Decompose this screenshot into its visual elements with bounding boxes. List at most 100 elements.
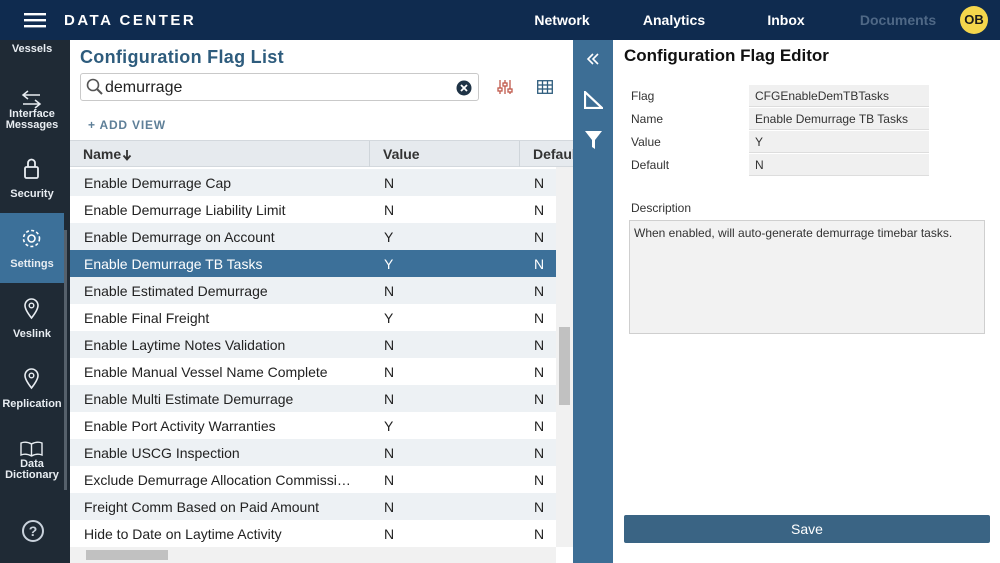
default-cell: N <box>534 418 545 434</box>
collapse-icon[interactable] <box>586 53 600 65</box>
value-cell: N <box>384 391 395 407</box>
horizontal-scrollbar[interactable] <box>70 547 556 563</box>
default-cell: N <box>534 229 545 245</box>
ruler-icon[interactable] <box>584 91 603 109</box>
value-cell: Y <box>384 256 394 272</box>
field-value: CFGEnableDemTBTasks <box>749 85 929 107</box>
name-cell: Enable Demurrage Liability Limit <box>84 202 286 218</box>
value-cell: N <box>384 175 395 191</box>
table-row[interactable]: Enable Estimated Demurrage N N <box>70 277 556 304</box>
table-row[interactable]: Exclude Demurrage Allocation Commission … <box>70 466 556 493</box>
table-row[interactable]: Enable Demurrage Cap N N <box>70 169 556 196</box>
field-value: Y <box>749 131 929 153</box>
default-cell: N <box>534 391 545 407</box>
table-row[interactable]: Enable Demurrage TB Tasks Y N <box>70 250 556 277</box>
field-label: Default <box>631 158 670 172</box>
sidebar-label: Vessels <box>11 43 53 55</box>
name-cell: Enable Demurrage Cap <box>84 175 232 191</box>
flag-list-panel: Configuration Flag List demurrage + ADD … <box>70 40 573 563</box>
value-cell: N <box>384 283 395 299</box>
sidebar-icon <box>24 298 39 320</box>
flag-editor-panel: Configuration Flag Editor Flag CFGEnableD… <box>613 40 1000 563</box>
nav-link[interactable]: Analytics <box>642 12 706 28</box>
name-cell: Enable Port Activity Warranties <box>84 418 276 434</box>
sidebar: ? Vessels Interface Messages Security Setti… <box>0 40 70 563</box>
sidebar-label: Data Dictionary <box>5 458 59 481</box>
sidebar-item[interactable]: Replication <box>0 353 64 423</box>
top-bar: DATA CENTER Network Analytics Inbox Documen… <box>0 0 1000 40</box>
field-value: N <box>749 154 929 176</box>
table-row[interactable]: Hide to Date on Laytime Activity N N <box>70 520 556 547</box>
field-label: Description <box>631 201 692 215</box>
table-row[interactable]: Enable Demurrage on Account Y N <box>70 223 556 250</box>
field-label: Flag <box>631 89 655 103</box>
default-cell: N <box>534 364 545 380</box>
table-row[interactable]: Enable Final Freight Y N <box>70 304 556 331</box>
table-row[interactable]: Enable Demurrage Liability Limit N N <box>70 196 556 223</box>
default-cell: N <box>534 310 545 326</box>
sort-arrow <box>122 150 132 161</box>
default-cell: N <box>534 175 545 191</box>
value-cell: N <box>384 526 395 542</box>
sidebar-icon <box>24 158 39 179</box>
table-row[interactable]: Enable Laytime Notes Validation N N <box>70 331 556 358</box>
default-cell: N <box>534 283 545 299</box>
avatar[interactable]: OB <box>960 6 988 34</box>
clear-search[interactable] <box>456 80 472 96</box>
table-row[interactable]: Enable Port Activity Warranties Y N <box>70 412 556 439</box>
vertical-scrollbar[interactable] <box>556 167 573 547</box>
sidebar-item[interactable]: Vessels <box>0 40 64 55</box>
sidebar-item[interactable]: Veslink <box>0 283 64 353</box>
value-cell: N <box>384 202 395 218</box>
default-cell: N <box>534 526 545 542</box>
filter-icon[interactable] <box>584 130 603 150</box>
name-cell: Enable Laytime Notes Validation <box>84 337 286 353</box>
help-button[interactable]: ? <box>22 520 44 542</box>
value-cell: N <box>384 445 395 461</box>
sidebar-label: Interface Messages <box>5 108 59 131</box>
column-header[interactable]: Name <box>83 146 122 162</box>
value-cell: Y <box>384 418 394 434</box>
table-row[interactable]: Freight Comm Based on Paid Amount N N <box>70 493 556 520</box>
column-header[interactable]: Default <box>533 146 573 162</box>
default-cell: N <box>534 337 545 353</box>
search-box[interactable]: demurrage <box>80 73 479 101</box>
sidebar-item[interactable]: Security <box>0 143 64 213</box>
table-row[interactable]: Enable USCG Inspection N N <box>70 439 556 466</box>
name-cell: Enable Multi Estimate Demurrage <box>84 391 294 407</box>
sidebar-icon <box>24 368 39 390</box>
name-cell: Enable USCG Inspection <box>84 445 240 461</box>
name-cell: Hide to Date on Laytime Activity <box>84 526 282 542</box>
add-view-button[interactable]: + ADD VIEW <box>88 118 166 132</box>
name-cell: Exclude Demurrage Allocation Commission … <box>84 472 354 488</box>
name-cell: Enable Estimated Demurrage <box>84 283 268 299</box>
name-cell: Enable Manual Vessel Name Complete <box>84 364 328 380</box>
sidebar-label: Settings <box>10 258 54 270</box>
sidebar-label: Replication <box>2 398 62 410</box>
nav-link[interactable]: Network <box>534 12 590 28</box>
editor-title: Configuration Flag Editor <box>624 46 829 65</box>
nav-link[interactable]: Documents <box>859 12 937 28</box>
menu-button[interactable] <box>24 12 46 28</box>
save-button[interactable]: Save <box>624 515 990 543</box>
grid-view-icon[interactable] <box>537 80 553 94</box>
sidebar-label: Security <box>10 188 54 200</box>
sidebar-item[interactable]: Interface Messages <box>0 73 64 143</box>
sidebar-icon <box>21 90 42 109</box>
table-row[interactable]: Enable Multi Estimate Demurrage N N <box>70 385 556 412</box>
description-box[interactable]: When enabled, will auto-generate demurra… <box>629 220 985 334</box>
search-text: demurrage <box>105 79 183 96</box>
value-cell: N <box>384 472 395 488</box>
brand: DATA CENTER <box>64 12 197 29</box>
nav-link[interactable]: Inbox <box>767 12 805 28</box>
default-cell: N <box>534 445 545 461</box>
sidebar-item[interactable]: Settings <box>0 213 64 283</box>
name-cell: Enable Final Freight <box>84 310 210 326</box>
value-cell: N <box>384 364 395 380</box>
column-header[interactable]: Value <box>383 146 420 162</box>
table-row[interactable]: Enable Manual Vessel Name Complete N N <box>70 358 556 385</box>
filter-settings-icon[interactable] <box>497 79 513 95</box>
sidebar-item[interactable]: Data Dictionary <box>0 423 64 493</box>
name-cell: Enable Demurrage on Account <box>84 229 275 245</box>
list-title: Configuration Flag List <box>80 47 284 67</box>
